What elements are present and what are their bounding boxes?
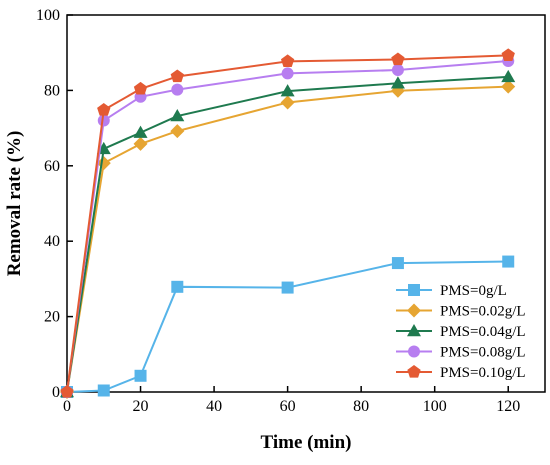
legend-item: PMS=0.10g/L [396,365,526,381]
x-tick-label: 40 [206,398,222,415]
marker-circle [391,64,404,77]
series [61,255,515,398]
marker-square [97,384,110,397]
marker-pentagon [501,48,515,61]
y-tick-label: 80 [44,82,60,99]
marker-triangle [407,324,421,337]
x-tick-label: 60 [280,398,296,415]
x-tick-label: 0 [63,398,71,415]
y-tick-label: 0 [52,384,60,401]
marker-diamond [280,95,295,110]
marker-pentagon [391,52,405,66]
x-tick-label: 20 [133,398,149,415]
plot-frame [66,14,546,393]
series-line [66,59,509,393]
series [60,48,515,398]
axes: 0 20 40 60 80 100 120 0 20 40 60 80 100 [36,7,546,415]
marker-pentagon [60,385,74,398]
marker-triangle [280,84,295,97]
x-tick-label: 100 [423,398,447,415]
series-layer [60,48,516,399]
y-axis-title: Removal rate (%) [4,131,25,277]
y-tick-label: 40 [44,233,60,250]
x-axis-title: Time (min) [261,432,352,453]
x-tick-label: 80 [353,398,369,415]
marker-square [502,255,515,268]
marker-pentagon [170,69,184,83]
marker-square [171,280,184,293]
legend-item: PMS=0.04g/L [396,324,526,340]
marker-circle [281,67,294,80]
marker-square [134,369,147,382]
legend-item: PMS=0.02g/L [396,303,526,320]
legend-label: PMS=0g/L [440,283,507,299]
y-tick-label: 100 [36,7,60,24]
y-tick-label: 60 [44,158,60,175]
x-tick-label: 120 [496,398,520,415]
marker-diamond [407,303,421,318]
y-tick-label: 20 [44,309,60,326]
legend-item: PMS=0g/L [396,283,507,299]
marker-diamond [501,79,516,94]
marker-pentagon [407,365,421,378]
legend-label: PMS=0.04g/L [440,324,526,340]
marker-square [391,257,404,270]
marker-circle [97,114,110,127]
marker-square [408,284,420,296]
marker-pentagon [280,54,295,68]
legend-label: PMS=0.02g/L [440,304,526,320]
marker-circle [408,345,420,358]
legend-label: PMS=0.10g/L [440,365,526,381]
marker-diamond [170,124,185,139]
legend-item: PMS=0.08g/L [396,345,526,361]
marker-triangle [170,109,185,122]
marker-square [281,281,294,294]
marker-pentagon [133,81,148,95]
marker-circle [171,83,184,96]
marker-pentagon [97,103,111,116]
marker-triangle [390,76,405,89]
legend: PMS=0g/L PMS=0.02g/L PMS=0.04g/L PMS=0.08g/… [396,283,526,381]
marker-triangle [133,125,148,138]
marker-triangle [501,69,516,83]
marker-diamond [133,136,148,151]
legend-label: PMS=0.08g/L [440,345,526,361]
